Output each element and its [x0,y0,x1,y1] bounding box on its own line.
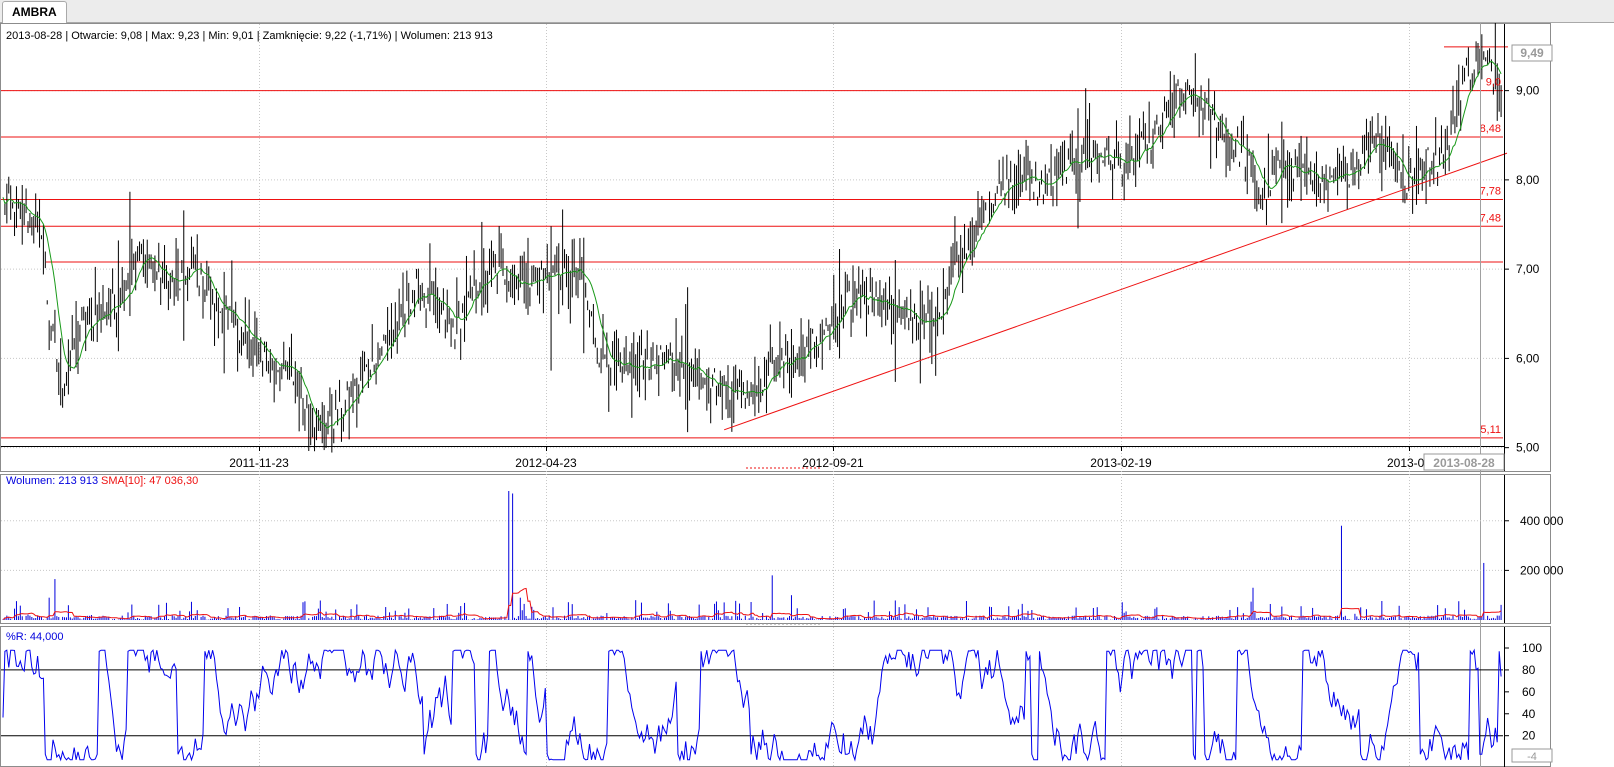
volume-tick-label: 200 000 [1520,563,1564,577]
volume-title: Wolumen: 213 913 [6,475,98,487]
last-price-marker: 9,49 [1511,44,1553,62]
williams-axis: 100 80 60 40 20 [1504,627,1542,767]
price-panel-frame [0,23,1551,472]
volume-sma-line [2,587,1502,620]
grid [1,24,1503,767]
price-bars [2,23,1502,453]
trendline-segment [723,152,1508,431]
williams-panel-frame [0,626,1551,767]
williams-title: %R: 44,000 [6,631,63,643]
volume-tick-label: 400 000 [1520,514,1564,528]
price-tick-label: 5,00 [1516,441,1540,455]
price-tick-label: 9,00 [1516,84,1540,98]
date-tick-label: 2013-02-19 [1090,456,1152,470]
level-label: 5,11 [1480,424,1501,436]
date-tick-label: 2011-11-23 [229,456,289,470]
level-label: 8,48 [1480,123,1501,135]
level-labels: 9,0 8,48 7,78 7,48 5,11 [1480,77,1501,436]
tab-bar: AMBRA [0,0,1614,23]
level-label: 7,78 [1480,186,1501,198]
williams-tick-label: 80 [1522,663,1536,677]
cursor-date-label: 2013-08-28 [1433,456,1495,470]
date-tick-label: 2012-04-23 [515,456,577,470]
williams-tick-label: 100 [1522,641,1542,655]
ohlc-info-bar: 2013-08-28 | Otwarcie: 9,08 | Max: 9,23 … [6,30,493,42]
date-tick-label: 2012-09-21 [802,456,864,470]
williams-r-line [2,648,1502,762]
cursor-date-marker: 2013-08-28 [1423,453,1505,471]
level-label: 7,48 [1480,212,1501,224]
chart-window: 9,0 8,48 7,78 7,48 5,11 5,00 6,00 7,00 8,00 9,00… [0,23,1614,767]
volume-bars [2,491,1502,620]
price-sma-line [2,60,1502,429]
williams-bottom-marker: -4 [1511,748,1553,763]
trendline [723,152,1508,431]
volume-panel-frame [0,474,1551,624]
chart-canvas[interactable]: 9,0 8,48 7,78 7,48 5,11 5,00 6,00 7,00 8,00 9,00… [0,23,1614,767]
price-axis: 5,00 6,00 7,00 8,00 9,00 [1504,24,1540,471]
williams-bottom-label: -4 [1527,751,1537,763]
volume-sma-legend: SMA[10]: 47 036,30 [101,475,198,487]
volume-grid [1,520,1503,571]
williams-grid [1,669,1503,737]
price-tick-label: 7,00 [1516,262,1540,276]
date-axis: 2011-11-23 2012-04-23 2012-09-21 2013-02-19… [1,446,1504,470]
volume-axis: 200 000 400 000 [1504,475,1564,623]
price-tick-label: 6,00 [1516,351,1540,365]
price-tick-label: 8,00 [1516,173,1540,187]
williams-tick-label: 60 [1522,685,1536,699]
williams-tick-label: 20 [1522,729,1536,743]
date-tick-label: 2013-07 [1387,456,1431,470]
williams-tick-label: 40 [1522,707,1536,721]
level-label: 9,0 [1486,77,1501,89]
last-price-label: 9,49 [1520,46,1544,60]
tab-ambra[interactable]: AMBRA [2,1,67,23]
